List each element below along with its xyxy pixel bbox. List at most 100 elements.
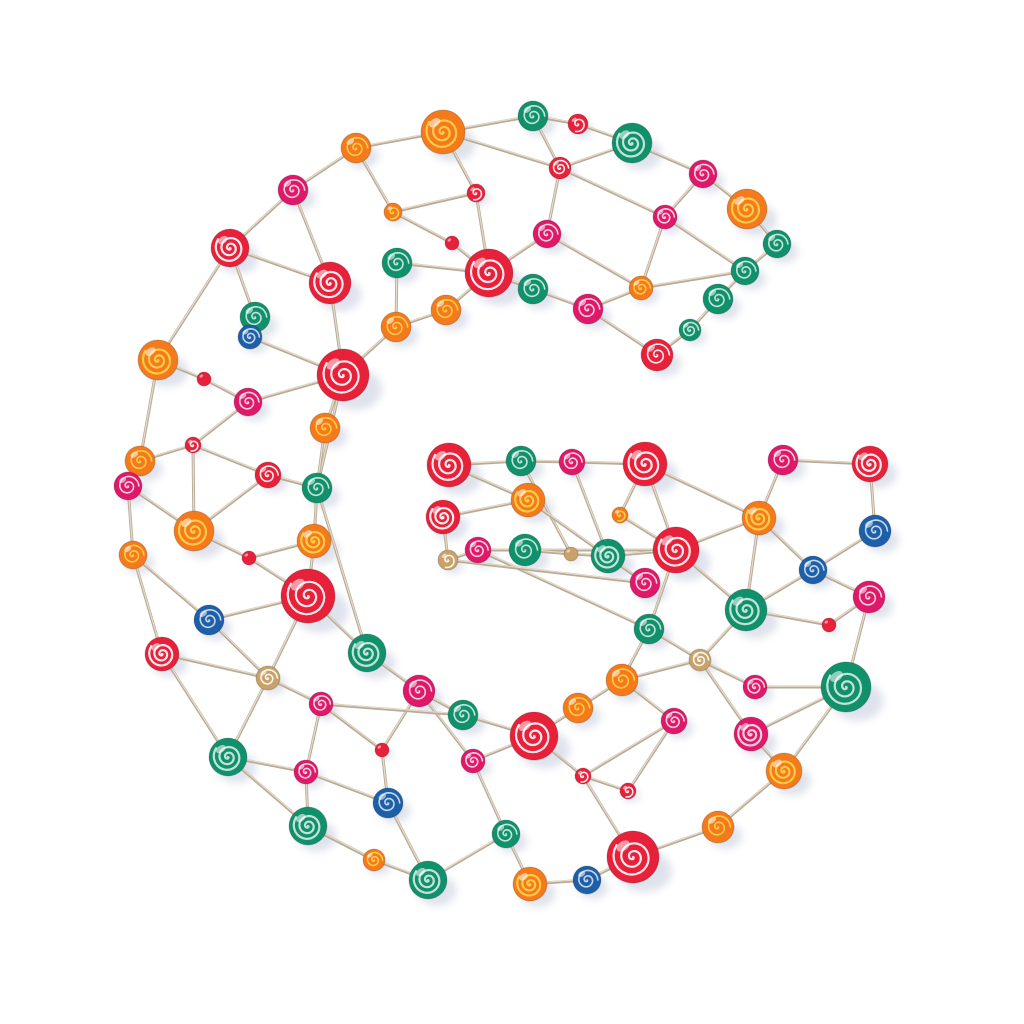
candy-gloss	[665, 712, 673, 719]
candy-body	[196, 371, 212, 387]
candy-gloss	[199, 374, 204, 378]
lollipop-candy	[509, 711, 559, 761]
candy-gloss	[469, 541, 477, 548]
candy-swirl	[729, 597, 760, 626]
candy-stick-highlight	[316, 486, 368, 653]
candy-body	[821, 617, 837, 633]
candy-swirl	[469, 259, 505, 291]
candy-gloss	[523, 106, 532, 113]
candy-gloss	[633, 280, 640, 286]
candy-gloss	[538, 225, 546, 232]
lollipop-candy	[233, 387, 263, 417]
candy-gloss	[387, 253, 396, 260]
candy-gloss	[694, 165, 702, 172]
candy-stick-highlight	[477, 548, 650, 629]
lollipop-candy	[196, 371, 212, 387]
lollipop-candy	[532, 219, 562, 249]
candy-stick-highlight	[320, 702, 383, 750]
candy-swirl	[189, 440, 199, 452]
candy-swirl	[141, 348, 172, 375]
candy-swirl	[444, 554, 455, 569]
candy-stick	[581, 719, 676, 778]
candy-gloss	[316, 269, 328, 279]
lollipop-candy	[208, 737, 248, 777]
lollipop-candy	[517, 273, 549, 305]
candy-swirl	[214, 236, 243, 263]
lollipop-candy	[562, 692, 594, 724]
candy-gloss	[283, 180, 292, 187]
lollipop-candy	[724, 588, 768, 632]
candy-gloss	[748, 507, 757, 515]
lollipop-candy	[660, 707, 688, 735]
lollipop-candy	[730, 256, 760, 286]
lollipop-candy	[447, 699, 479, 731]
lollipop-candy	[381, 247, 413, 279]
lollipop-candy	[426, 442, 472, 488]
lollipop-candy	[347, 633, 387, 673]
candy-gloss	[151, 643, 160, 651]
candy-swirl	[616, 510, 626, 522]
lollipop-candy	[277, 174, 309, 206]
candy-gloss	[614, 509, 619, 514]
lollipop-candy	[288, 806, 328, 846]
lollipop-candy	[652, 526, 700, 574]
candy-gloss	[514, 539, 523, 547]
lollipop-candy	[254, 461, 282, 489]
lollipop-candy	[184, 436, 202, 454]
candy-gloss	[858, 452, 868, 461]
lollipop-candy	[510, 482, 546, 518]
lollipop-candy	[420, 109, 466, 155]
lollipop-candy	[701, 810, 735, 844]
candy-swirl	[148, 643, 174, 667]
candy-gloss	[497, 825, 505, 832]
candy-swirl	[292, 814, 321, 841]
candy-stick-highlight	[320, 702, 464, 715]
lollipop-candy	[798, 555, 828, 585]
lollipop-candy	[239, 301, 271, 333]
lollipop-candy	[308, 691, 334, 717]
candy-body	[563, 546, 579, 562]
candy-gloss	[436, 300, 445, 307]
candy-gloss	[387, 206, 392, 211]
candy-gloss	[432, 506, 441, 514]
candy-stick-highlight	[132, 553, 163, 654]
candy-swirl	[855, 453, 882, 478]
lollipop-candy	[237, 324, 263, 350]
candy-gloss	[355, 640, 365, 650]
lollipop-candy	[340, 132, 372, 164]
candy-gloss	[416, 867, 426, 877]
lollipop-candy	[688, 159, 718, 189]
candy-stick	[131, 553, 211, 622]
candy-gloss	[553, 160, 559, 166]
candy-gloss	[408, 680, 417, 688]
candy-gloss	[447, 238, 452, 242]
candy-swirl	[425, 119, 458, 149]
candy-stick	[319, 702, 384, 752]
candy-stick	[391, 210, 454, 245]
candy-gloss	[619, 130, 630, 139]
lollipop-candy	[558, 448, 586, 476]
candy-stick	[526, 498, 647, 585]
candy-gloss	[568, 698, 577, 705]
candy-swirl	[286, 580, 326, 616]
lollipop-candy	[380, 311, 412, 343]
candy-swirl	[612, 842, 650, 876]
candy-gloss	[259, 466, 267, 473]
lollipop-candy	[255, 665, 281, 691]
candy-gloss	[199, 610, 208, 617]
candy-swirl	[389, 207, 400, 220]
candy-gloss	[635, 573, 644, 580]
candy-gloss	[693, 652, 699, 658]
lollipop-candy	[726, 188, 768, 230]
lollipop-candy	[113, 471, 143, 501]
candy-swirl	[737, 723, 763, 747]
lollipop-candy	[408, 860, 448, 900]
candy-swirl	[745, 507, 771, 531]
candy-stick	[663, 215, 747, 273]
lollipop-candy	[425, 499, 461, 535]
lollipop-candy	[858, 514, 892, 548]
candy-gloss	[239, 393, 247, 400]
candy-stick-highlight	[161, 652, 269, 678]
lollipop-candy	[852, 580, 886, 614]
